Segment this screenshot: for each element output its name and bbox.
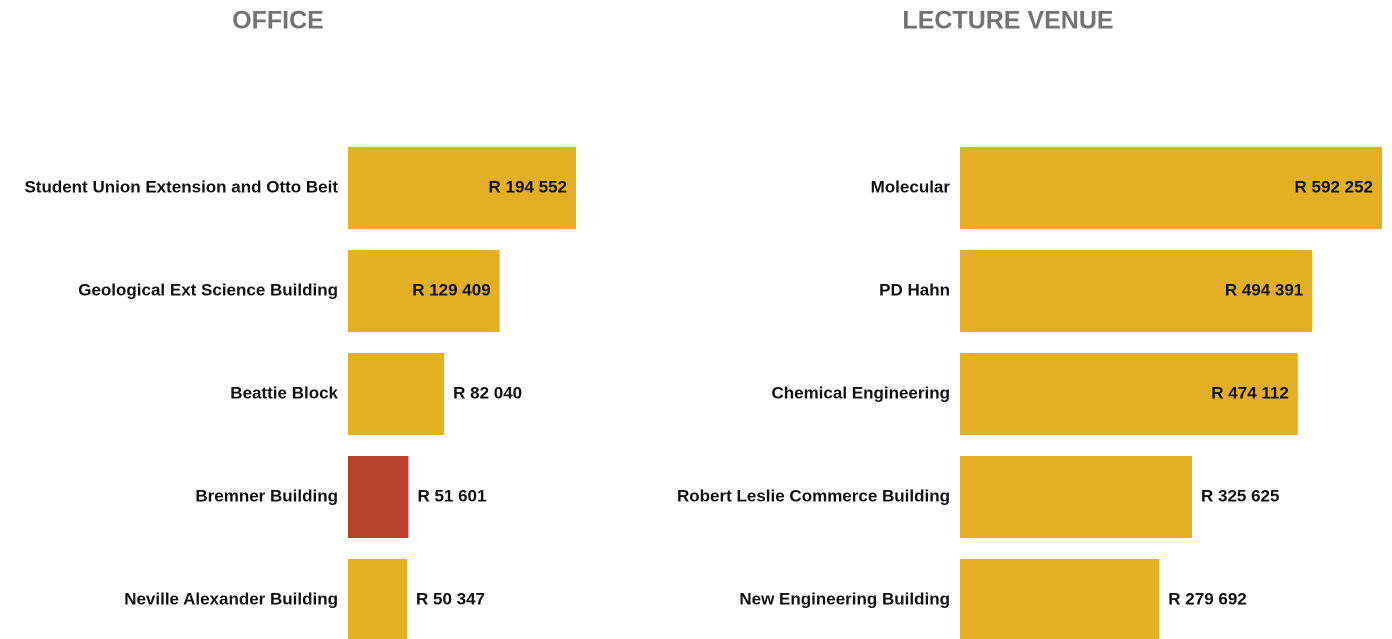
value-label: R 474 112 (1211, 383, 1289, 402)
category-label: PD Hahn (879, 280, 950, 299)
value-label: R 51 601 (417, 486, 486, 505)
chart-title: OFFICE (232, 7, 324, 35)
value-label: R 279 692 (1168, 589, 1246, 608)
value-label: R 494 391 (1225, 280, 1303, 299)
bar (960, 353, 1298, 435)
bar (348, 250, 500, 332)
category-label: Chemical Engineering (771, 383, 950, 402)
value-label: R 592 252 (1295, 177, 1373, 196)
category-label: Geological Ext Science Building (78, 280, 338, 299)
category-label: New Engineering Building (739, 589, 950, 608)
category-label: Student Union Extension and Otto Beit (24, 177, 338, 196)
bar (348, 353, 445, 435)
bar (348, 559, 408, 639)
value-label: R 325 625 (1201, 486, 1279, 505)
category-label: Beattie Block (230, 383, 338, 402)
value-label: R 82 040 (453, 383, 522, 402)
bar (960, 456, 1193, 538)
value-label: R 194 552 (489, 177, 567, 196)
bar (960, 250, 1313, 332)
bar (348, 456, 409, 538)
value-label: R 50 347 (416, 589, 485, 608)
bar (960, 559, 1160, 639)
bar (348, 147, 576, 229)
category-label: Neville Alexander Building (124, 589, 338, 608)
category-label: Robert Leslie Commerce Building (677, 486, 950, 505)
category-label: Bremner Building (195, 486, 338, 505)
category-label: Molecular (871, 177, 951, 196)
value-label: R 129 409 (412, 280, 490, 299)
chart-title: LECTURE VENUE (902, 7, 1113, 35)
bar (960, 147, 1382, 229)
